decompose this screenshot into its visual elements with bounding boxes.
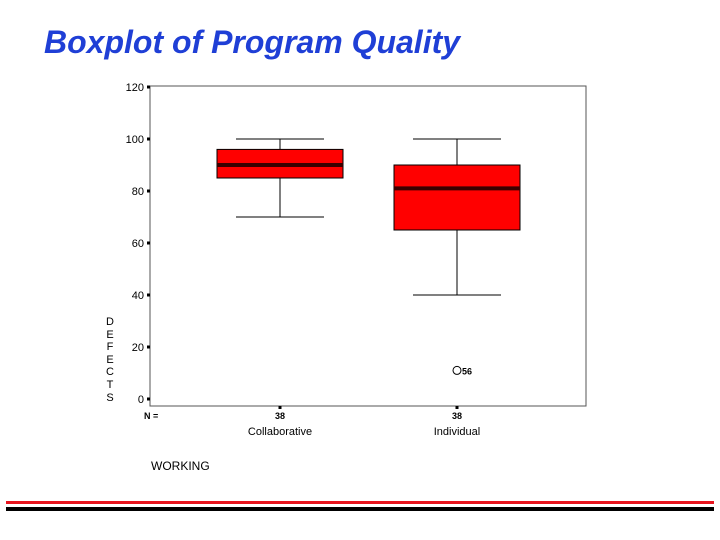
box-group	[216, 138, 521, 296]
x-tick-label-collaborative: Collaborative	[248, 426, 312, 438]
interquartile-box	[393, 164, 521, 231]
box-collaborative	[216, 138, 344, 218]
y-axis-label-letter: E	[106, 353, 114, 366]
y-tick-label: 60	[132, 238, 144, 250]
y-tick-mark	[147, 293, 150, 297]
x-axis-label: WORKING	[151, 459, 210, 473]
y-tick-label: 40	[132, 290, 144, 302]
y-tick-mark	[147, 397, 150, 401]
y-tick-label: 20	[132, 342, 144, 354]
y-axis-label-letter: C	[106, 366, 114, 379]
y-axis-label-letter: D	[106, 316, 114, 328]
x-tick-mark	[278, 406, 282, 409]
slide-title: Boxplot of Program Quality	[44, 24, 461, 60]
y-tick-mark	[147, 345, 150, 349]
n-count-individual: 38	[452, 411, 462, 421]
y-tick-mark	[147, 137, 150, 141]
y-tick-label: 120	[126, 82, 144, 94]
plot-area-frame	[149, 85, 587, 407]
y-axis-label-letter: T	[106, 379, 114, 391]
x-tick-mark	[455, 406, 459, 409]
y-axis-label-letter: F	[106, 341, 114, 354]
box-individual	[393, 138, 521, 296]
footer-rule-red	[6, 501, 714, 504]
y-tick-label: 100	[126, 134, 144, 146]
outlier-label: 56	[462, 366, 472, 376]
y-tick-mark	[147, 241, 150, 245]
y-tick-mark	[147, 85, 150, 89]
x-tick-label-individual: Individual	[434, 426, 480, 438]
y-tick-mark	[147, 189, 150, 193]
y-axis-label-letter: E	[106, 328, 114, 341]
outlier-marker	[452, 365, 462, 375]
x-axis: N = 38 Collaborative 38 Individual	[144, 406, 480, 438]
y-axis: 0 20 40 60 80 100 120	[126, 82, 150, 406]
n-count-collaborative: 38	[275, 411, 285, 421]
n-label: N =	[144, 411, 158, 421]
footer-rule-black	[6, 507, 714, 511]
y-tick-label: 0	[138, 394, 144, 406]
y-axis-label-letter: S	[106, 391, 114, 404]
y-tick-label: 80	[132, 186, 144, 198]
outlier-group: 56	[452, 365, 472, 376]
